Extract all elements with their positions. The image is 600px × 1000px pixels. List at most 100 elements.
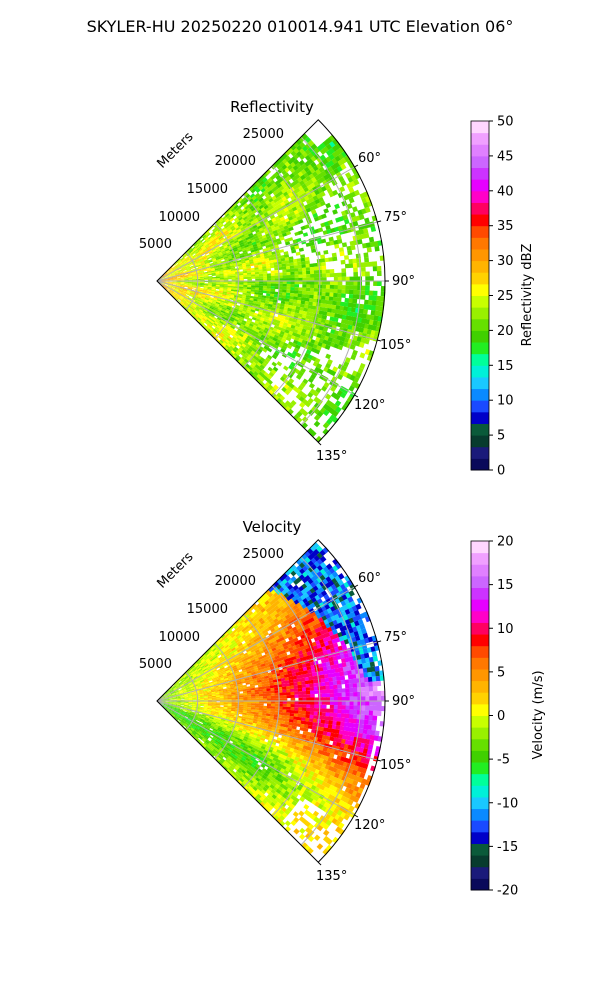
field-cell [215, 287, 221, 290]
field-cell [295, 306, 301, 311]
field-cell [254, 192, 261, 198]
field-cell [254, 250, 260, 254]
colorbar-segment [471, 283, 489, 296]
field-cell [240, 331, 246, 336]
field-cell [252, 258, 258, 262]
field-cell [269, 298, 275, 303]
field-cell [182, 291, 187, 294]
field-cell [300, 320, 306, 326]
field-cell [210, 326, 215, 331]
field-cell [336, 301, 342, 306]
field-cell [211, 283, 217, 286]
field-cell [306, 284, 311, 288]
field-cell [227, 243, 232, 247]
field-cell [282, 269, 288, 273]
field-cell [184, 285, 189, 287]
field-cell [316, 299, 322, 304]
field-cell [185, 256, 190, 261]
field-cell [198, 248, 203, 252]
field-cell [228, 229, 233, 234]
field-cell [217, 330, 223, 335]
field-cell [245, 261, 251, 265]
field-cell [210, 266, 216, 269]
field-cell [205, 294, 211, 298]
field-cell [230, 268, 236, 271]
field-cell [223, 254, 229, 258]
field-cell [187, 285, 193, 288]
field-cell [226, 293, 232, 297]
field-cell [334, 313, 340, 319]
field-cell [193, 303, 199, 307]
field-cell [162, 272, 167, 276]
field-cell [322, 277, 327, 281]
field-cell [172, 266, 177, 270]
field-cell [200, 238, 205, 243]
field-cell [241, 236, 247, 241]
field-cell [290, 283, 296, 288]
field-cell [210, 304, 216, 308]
field-cell [176, 284, 181, 286]
field-cell [296, 237, 302, 243]
field-cell [321, 273, 327, 278]
field-cell [219, 303, 225, 307]
field-cell [202, 317, 207, 322]
field-cell [218, 322, 224, 327]
field-cell [333, 288, 339, 294]
field-cell [200, 297, 206, 301]
field-cell [176, 264, 181, 269]
field-cell [246, 270, 252, 273]
field-cell [240, 243, 246, 248]
field-cell [271, 354, 278, 360]
field-cell [270, 275, 276, 279]
field-cell [230, 266, 236, 270]
field-cell [214, 266, 220, 270]
field-cell [188, 277, 193, 279]
field-cell [243, 242, 249, 246]
field-cell [231, 284, 237, 287]
field-cell [175, 286, 181, 289]
field-cell [205, 231, 210, 236]
field-cell [180, 263, 185, 267]
field-cell [160, 282, 165, 285]
field-cell [213, 250, 218, 254]
field-cell [247, 230, 253, 235]
field-cell [222, 322, 228, 327]
field-cell [239, 697, 245, 700]
field-cell [177, 259, 182, 264]
field-cell [273, 296, 279, 301]
field-cell [200, 298, 205, 302]
field-cell [257, 324, 263, 329]
field-cell [285, 316, 291, 321]
field-cell [324, 319, 331, 325]
field-cell [226, 323, 232, 328]
colorbar-segment [471, 121, 489, 134]
field-cell [168, 283, 174, 285]
field-cell [241, 321, 247, 326]
field-cell [225, 239, 231, 244]
field-cell [222, 265, 227, 268]
field-cell [317, 269, 323, 274]
field-cell [182, 290, 188, 293]
field-cell [188, 283, 193, 286]
field-cell [194, 249, 199, 254]
field-cell [229, 217, 235, 223]
field-cell [178, 269, 183, 272]
field-cell [226, 269, 232, 272]
field-cell [196, 245, 201, 250]
field-cell [232, 244, 238, 249]
field-cell [194, 257, 200, 261]
field-cell [300, 367, 306, 374]
field-cell [252, 232, 258, 238]
field-cell [229, 248, 235, 252]
field-cell [240, 226, 246, 231]
field-cell [230, 292, 236, 296]
field-cell [203, 249, 209, 253]
field-cell [220, 219, 226, 225]
field-cell [332, 256, 338, 262]
field-cell [204, 278, 209, 280]
field-cell [188, 254, 193, 258]
field-cell [245, 259, 251, 263]
field-cell [262, 271, 268, 274]
field-cell [168, 284, 173, 287]
field-cell [191, 274, 197, 277]
